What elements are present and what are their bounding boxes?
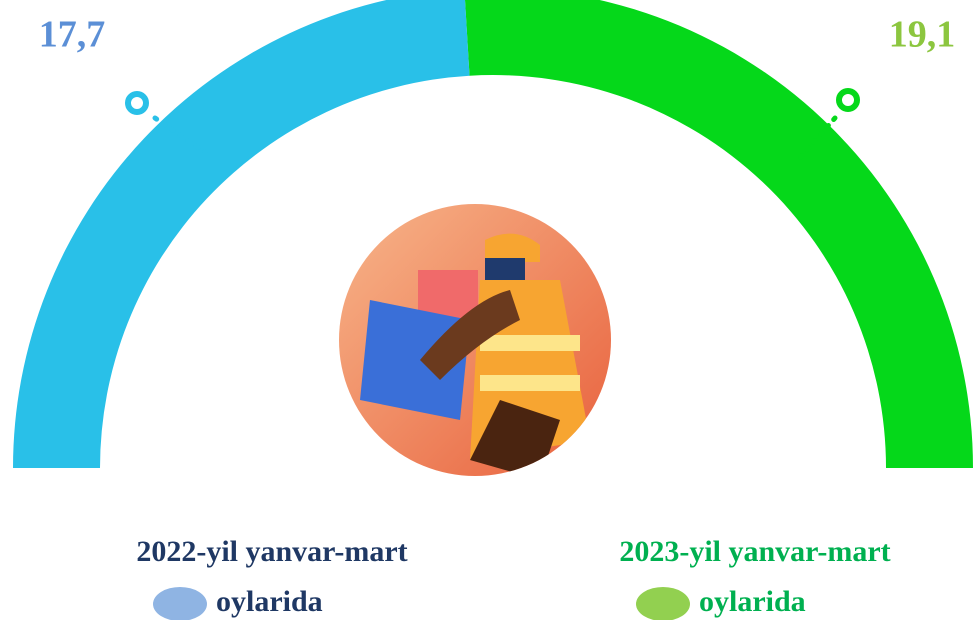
legend-label: 2023-yil yanvar-mart [619,535,890,568]
value-label: 19,1 [889,14,956,56]
legend-label: oylarida [699,585,806,618]
legend-swatch [636,587,690,620]
gauge-segment [464,0,973,468]
gauge-segment [13,0,470,468]
legend-item: 2022-yil yanvar-mart oylarida [136,535,408,620]
legend-item: 2023-yil yanvar-mart oylarida [619,535,891,620]
connectors [125,88,860,161]
legend-label: 2022-yil yanvar-mart [136,535,407,568]
illustration [339,204,611,476]
value-label: 17,7 [39,14,106,56]
legend-label: oylarida [216,585,323,618]
legend-swatch [153,587,207,620]
